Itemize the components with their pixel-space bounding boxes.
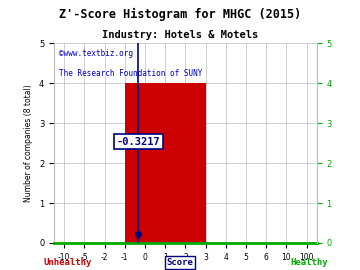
Text: -0.3217: -0.3217	[117, 137, 160, 147]
Y-axis label: Number of companies (8 total): Number of companies (8 total)	[24, 84, 33, 202]
Text: Score: Score	[167, 258, 193, 267]
Text: ©www.textbiz.org: ©www.textbiz.org	[59, 49, 133, 58]
Text: Healthy: Healthy	[290, 258, 328, 267]
Text: Z'-Score Histogram for MHGC (2015): Z'-Score Histogram for MHGC (2015)	[59, 8, 301, 21]
Text: Industry: Hotels & Motels: Industry: Hotels & Motels	[102, 30, 258, 40]
Text: Unhealthy: Unhealthy	[43, 258, 91, 267]
Bar	[125, 83, 206, 243]
Text: The Research Foundation of SUNY: The Research Foundation of SUNY	[59, 69, 203, 78]
